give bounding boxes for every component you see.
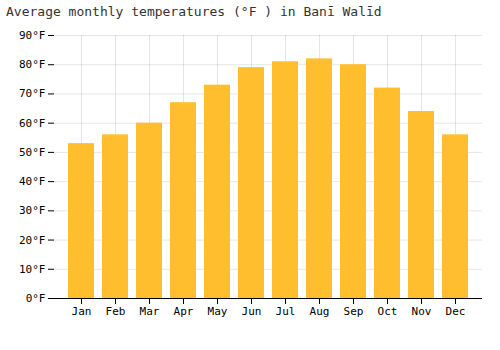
svg-text:Mar: Mar (140, 305, 160, 318)
svg-text:Oct: Oct (378, 305, 398, 318)
svg-text:Sep: Sep (344, 305, 364, 318)
svg-text:10°F: 10°F (19, 263, 46, 276)
svg-text:Feb: Feb (106, 305, 126, 318)
svg-text:50°F: 50°F (19, 146, 46, 159)
svg-text:Nov: Nov (412, 305, 432, 318)
svg-text:Dec: Dec (446, 305, 466, 318)
svg-text:Aug: Aug (310, 305, 330, 318)
svg-text:80°F: 80°F (19, 58, 46, 71)
svg-text:90°F: 90°F (19, 29, 46, 42)
svg-text:Jun: Jun (242, 305, 262, 318)
svg-text:Jul: Jul (276, 305, 296, 318)
svg-text:May: May (208, 305, 228, 318)
svg-text:30°F: 30°F (19, 204, 46, 217)
svg-text:60°F: 60°F (19, 117, 46, 130)
svg-text:Apr: Apr (174, 305, 194, 318)
svg-text:Jan: Jan (72, 305, 92, 318)
svg-text:40°F: 40°F (19, 175, 46, 188)
svg-text:0°F: 0°F (26, 292, 46, 305)
svg-text:20°F: 20°F (19, 234, 46, 247)
svg-text:70°F: 70°F (19, 87, 46, 100)
html-text:Average monthly temperatures (: Average monthly temperatures (°F ) in Ba… (6, 4, 382, 19)
